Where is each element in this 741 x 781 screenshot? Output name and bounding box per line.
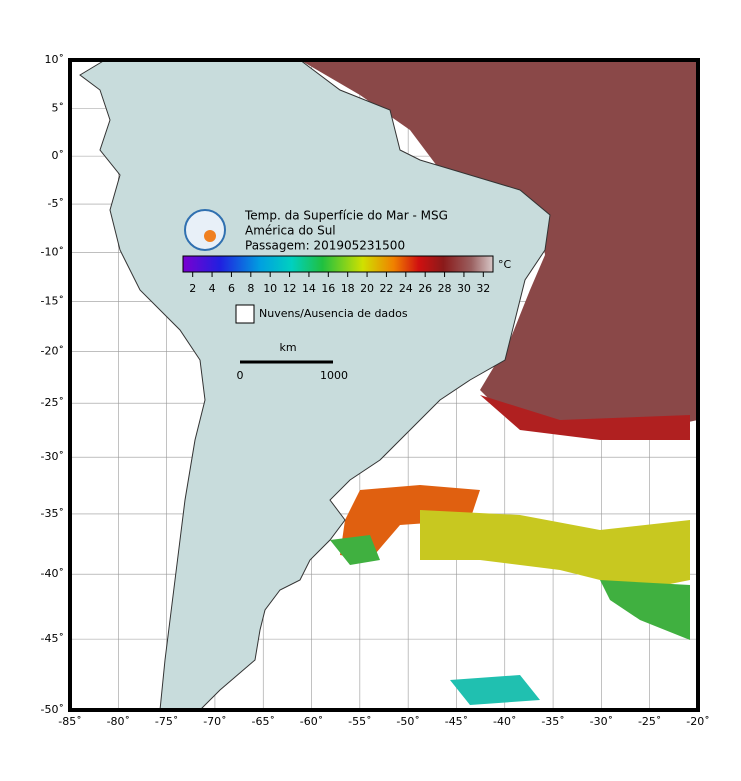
sst-red — [480, 395, 690, 440]
y-tick-label: -10˚ — [41, 245, 64, 258]
legend-text: Nuvens/Ausencia de dados — [259, 307, 408, 320]
x-tick-label: -20˚ — [686, 715, 709, 728]
colorbar-tick-label: 6 — [228, 282, 235, 295]
logo — [184, 209, 226, 251]
colorbar-tick-label: 2 — [189, 282, 196, 295]
colorbar-tick-label: 30 — [457, 282, 471, 295]
sst-cyan — [450, 675, 540, 705]
x-tick-label: -40˚ — [493, 715, 516, 728]
y-tick-label: -20˚ — [41, 344, 64, 357]
y-tick-label: 5˚ — [52, 101, 65, 114]
x-tick-label: -70˚ — [203, 715, 226, 728]
x-tick-label: -55˚ — [348, 715, 371, 728]
x-tick-label: -25˚ — [638, 715, 661, 728]
colorbar-tick-label: 16 — [321, 282, 335, 295]
colorbar-tick-label: 20 — [360, 282, 374, 295]
y-tick-label: -45˚ — [41, 632, 64, 645]
colorbar — [182, 255, 494, 273]
scale-unit: km — [279, 341, 296, 354]
colorbar-tick-label: 14 — [302, 282, 316, 295]
x-tick-label: -35˚ — [541, 715, 564, 728]
x-tick-label: -65˚ — [251, 715, 274, 728]
frame — [68, 58, 700, 712]
colorbar-tick-label: 10 — [263, 282, 277, 295]
x-tick-label: -60˚ — [300, 715, 323, 728]
colorbar-tick-label: 26 — [418, 282, 432, 295]
title-line: Temp. da Superfície do Mar - MSG — [244, 209, 448, 223]
y-tick-label: -50˚ — [41, 703, 64, 716]
colorbar-tick-label: 12 — [283, 282, 297, 295]
colorbar-tick-label: 32 — [476, 282, 490, 295]
title-line: América do Sul — [245, 224, 336, 238]
x-tick-label: -50˚ — [396, 715, 419, 728]
scale-label: 0 — [237, 369, 244, 382]
x-tick-label: -85˚ — [58, 715, 81, 728]
colorbar-tick-label: 28 — [438, 282, 452, 295]
legend-swatch — [235, 304, 255, 324]
colorbar-tick-label: 8 — [247, 282, 254, 295]
x-tick-label: -30˚ — [590, 715, 613, 728]
colorbar-tick-label: 24 — [399, 282, 413, 295]
y-tick-label: -15˚ — [41, 294, 64, 307]
sst-orange — [340, 485, 480, 560]
colorbar-ticks: 2 4 6 8 10 12 14 16 18 20 22 24 26 28 30 32 — [189, 272, 490, 295]
title-line: Passagem: 201905231500 — [245, 239, 405, 253]
y-tick-label: -25˚ — [41, 396, 64, 409]
colorbar-unit: °C — [498, 258, 512, 271]
y-tick-label: 10˚ — [45, 53, 65, 66]
y-tick-label: -35˚ — [41, 507, 64, 520]
logo-dot — [204, 230, 216, 242]
y-tick-label: -5˚ — [48, 197, 64, 210]
layers — [79, 60, 698, 710]
sst-green — [330, 535, 690, 640]
y-tick-label: -40˚ — [41, 567, 64, 580]
sst-yellow — [420, 510, 690, 590]
colorbar-tick-label: 22 — [379, 282, 393, 295]
x-tick-label: -45˚ — [445, 715, 468, 728]
colorbar-tick-label: 18 — [341, 282, 355, 295]
x-tick-label: -75˚ — [155, 715, 178, 728]
x-tick-label: -80˚ — [107, 715, 130, 728]
colorbar-tick-label: 4 — [209, 282, 216, 295]
y-tick-label: 0˚ — [52, 149, 65, 162]
y-tick-label: -30˚ — [41, 450, 64, 463]
scale-label: 1000 — [320, 369, 348, 382]
sst-warm — [300, 60, 698, 430]
